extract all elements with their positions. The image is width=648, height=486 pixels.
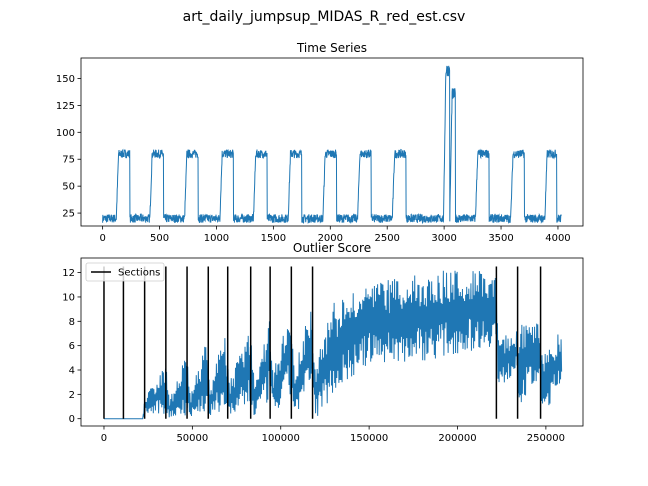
time-series-xtick-label: 3000: [431, 233, 456, 244]
time-series-ytick-label: 50: [62, 182, 75, 193]
time-series-ytick-label: 100: [56, 128, 75, 139]
time-series-ytick-label: 125: [56, 101, 75, 112]
outlier-score-xtick-label: 200000: [438, 433, 476, 444]
time-series-line: [102, 65, 562, 225]
time-series-xtick-label: 3500: [488, 233, 513, 244]
time-series-xtick-label: 1000: [204, 233, 229, 244]
time-series-xtick-label: 2500: [374, 233, 399, 244]
outlier-score-ytick-label: 0: [69, 414, 75, 425]
outlier-score-ytick-label: 8: [69, 317, 75, 328]
legend: Sections: [85, 262, 165, 282]
outlier-score-ytick-label: 12: [62, 268, 75, 279]
outlier-score-xtick-label: 100000: [262, 433, 300, 444]
time-series-xtick-label: 0: [99, 233, 105, 244]
outlier-score-ytick-label: 10: [62, 292, 75, 303]
outlier-score-line: [103, 270, 563, 420]
time-series-ytick-label: 25: [62, 209, 75, 220]
outlier-score-ytick-label: 2: [69, 390, 75, 401]
outlier-score-xtick-label: 150000: [350, 433, 388, 444]
outlier-score-xtick-label: 50000: [176, 433, 208, 444]
outlier-score-ytick-label: 4: [69, 366, 75, 377]
time-series-ytick-label: 75: [62, 155, 75, 166]
time-series-xtick-label: 1500: [261, 233, 286, 244]
legend-box: [85, 262, 165, 282]
time-series-xtick-label: 500: [150, 233, 169, 244]
time-series-axes: Time Series 0 500 1000 1500 2000 2500 3000 3500…: [56, 41, 584, 244]
outlier-score-xtick-label: 0: [101, 433, 107, 444]
time-series-frame: [80, 57, 584, 227]
outlier-score-xtick-label: 250000: [527, 433, 565, 444]
outlier-score-frame: [80, 257, 584, 427]
figure-suptitle: art_daily_jumpsup_MIDAS_R_red_est.csv: [183, 9, 466, 25]
time-series-xtick-label: 4000: [545, 233, 570, 244]
outlier-score-title: Outlier Score: [293, 241, 371, 255]
time-series-xtick-label: 2000: [318, 233, 343, 244]
time-series-title: Time Series: [296, 41, 367, 55]
outlier-score-ytick-label: 6: [69, 341, 75, 352]
legend-sections-label: Sections: [118, 268, 160, 279]
time-series-ytick-label: 150: [56, 74, 75, 85]
outlier-score-axes: Outlier Score 0 50000 100000 150000 200000 25…: [62, 241, 584, 444]
